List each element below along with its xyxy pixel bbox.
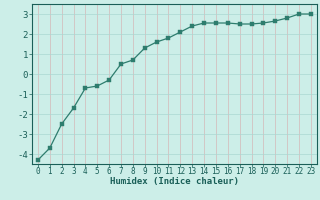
X-axis label: Humidex (Indice chaleur): Humidex (Indice chaleur) — [110, 177, 239, 186]
